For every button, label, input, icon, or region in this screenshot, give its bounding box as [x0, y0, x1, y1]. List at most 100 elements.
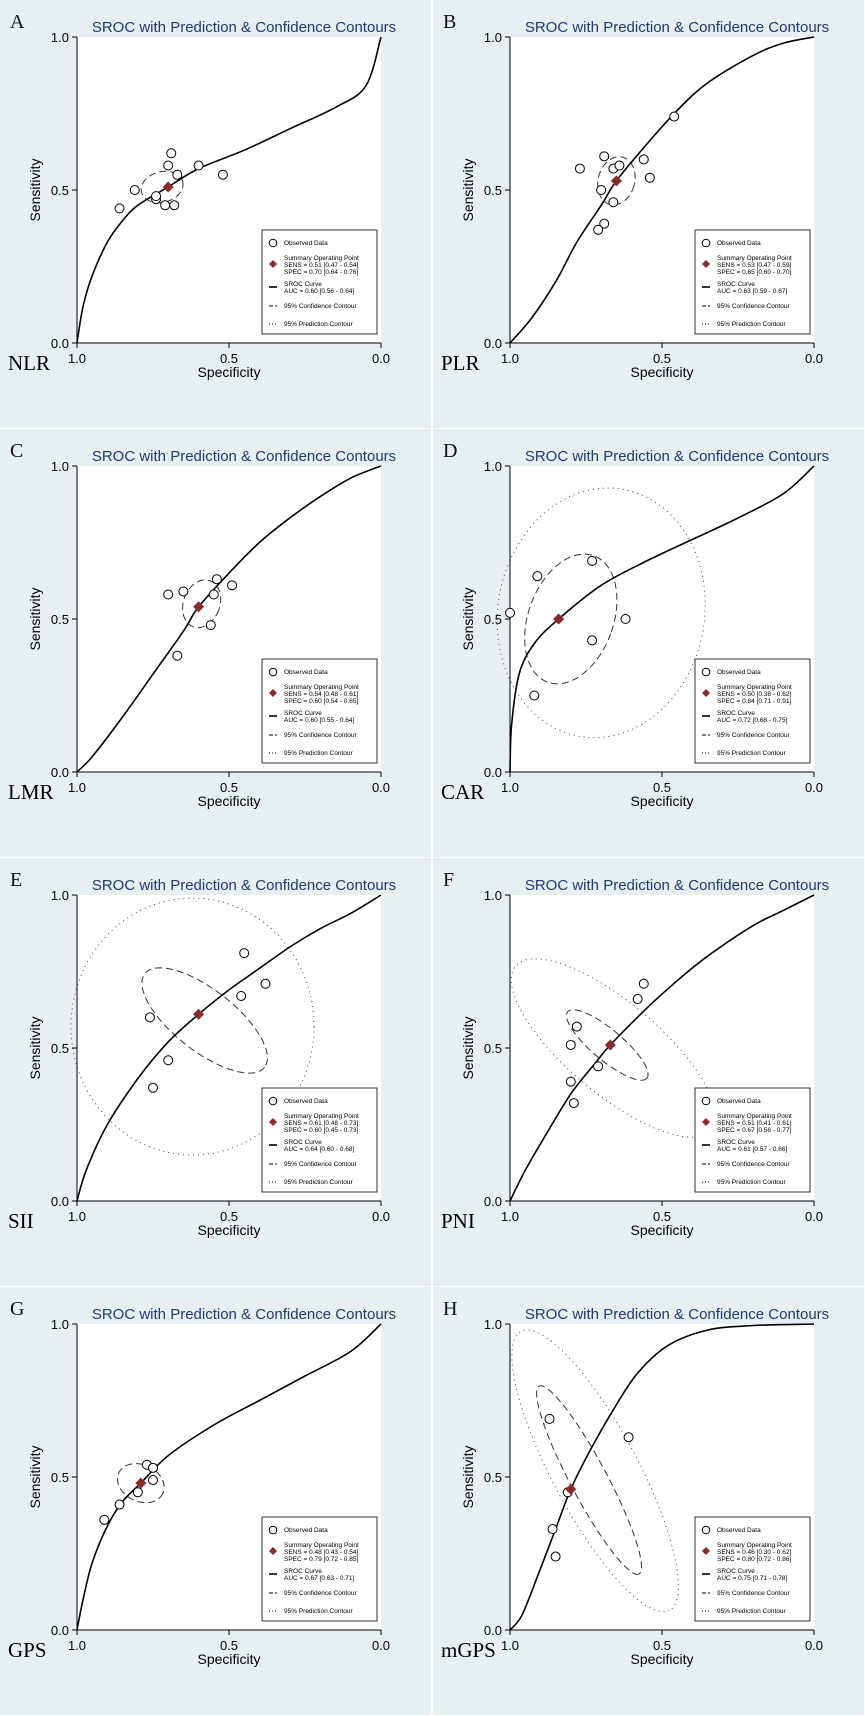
- marker-label: PLR: [441, 351, 480, 375]
- legend-box: [261, 658, 378, 764]
- observed-point: [236, 990, 247, 1001]
- observed-point: [193, 160, 204, 171]
- y-tick-label: 0.0: [484, 1623, 502, 1638]
- legend-observed-symbol: [268, 238, 278, 248]
- legend-sens-value: SENS = 0.54 [0.48 - 0.61]: [284, 691, 358, 698]
- observed-point: [571, 1021, 582, 1032]
- observed-point: [529, 690, 540, 701]
- observed-point: [129, 185, 140, 195]
- legend-spec-value: SPEC = 0.79 [0.72 - 0.85]: [284, 1556, 358, 1563]
- legend-pred-label: 95% Prediction Contour: [717, 1608, 786, 1615]
- legend-summary-label: Summary Operating Point: [284, 1113, 359, 1120]
- legend-sens-value: SENS = 0.50 [0.38 - 0.62]: [717, 691, 791, 698]
- sroc-panel-b: SROC with Prediction & Confidence Contou…: [433, 0, 865, 429]
- chart-title: SROC with Prediction & Confidence Contou…: [525, 19, 829, 36]
- y-tick-label: 1.0: [484, 888, 502, 903]
- legend-summary-label: Summary Operating Point: [284, 1542, 359, 1549]
- marker-label: mGPS: [441, 1638, 496, 1662]
- legend-pred-label: 95% Prediction Contour: [717, 321, 786, 328]
- x-axis-label: Specificity: [197, 364, 260, 380]
- legend-sens-value: SENS = 0.48 [0.43 - 0.54]: [284, 1549, 358, 1556]
- y-tick-label: 0.5: [51, 1470, 69, 1485]
- legend-observed-symbol: [701, 667, 711, 677]
- legend-pred-label: 95% Prediction Contour: [284, 1608, 353, 1615]
- legend: Observed Data Summary Operating PointSENS…: [694, 1087, 811, 1193]
- panel-letter: C: [10, 440, 23, 462]
- legend-auc-value: AUC = 0.60 [0.55 - 0.64]: [284, 717, 354, 724]
- legend-spec-value: SPEC = 0.60 [0.54 - 0.65]: [284, 698, 358, 705]
- observed-point: [148, 1475, 158, 1486]
- y-tick-label: 1.0: [51, 888, 69, 903]
- x-tick-label: 1.0: [68, 780, 86, 795]
- chart-title: SROC with Prediction & Confidence Contou…: [92, 448, 396, 465]
- legend-observed-symbol: [268, 1525, 278, 1535]
- legend-pred-label: 95% Prediction Contour: [717, 1179, 786, 1186]
- observed-point: [547, 1524, 558, 1535]
- sroc-panel-c: SROC with Prediction & Confidence Contou…: [0, 429, 432, 858]
- legend-summary-label: Summary Operating Point: [717, 255, 792, 262]
- observed-point: [166, 148, 177, 159]
- chart-title: SROC with Prediction & Confidence Contou…: [525, 1306, 829, 1323]
- confidence-contour: [140, 170, 184, 204]
- x-tick-label: 0.5: [220, 780, 238, 795]
- y-tick-label: 1.0: [484, 30, 502, 45]
- legend: Observed Data Summary Operating PointSENS…: [261, 658, 378, 764]
- legend-sens-value: SENS = 0.46 [0.30 - 0.62]: [717, 1549, 791, 1556]
- legend-conf-label: 95% Confidence Contour: [717, 1590, 790, 1597]
- legend-box: [694, 1516, 811, 1622]
- y-tick-label: 0.5: [51, 612, 69, 627]
- observed-point: [638, 154, 649, 165]
- observed-point: [599, 151, 610, 162]
- legend-sroc-label: SROC Curve: [284, 710, 322, 717]
- sroc-panel-f: SROC with Prediction & Confidence Contou…: [433, 858, 865, 1287]
- legend-observed-label: Observed Data: [284, 1098, 328, 1105]
- legend-observed-symbol: [701, 1096, 711, 1106]
- legend-spec-value: SPEC = 0.84 [0.71 - 0.91]: [717, 698, 791, 705]
- y-tick-label: 1.0: [51, 459, 69, 474]
- observed-point: [163, 589, 174, 600]
- x-tick-label: 0.5: [653, 1209, 671, 1224]
- observed-point: [211, 574, 222, 585]
- legend-sroc-label: SROC Curve: [717, 1139, 755, 1146]
- observed-point: [593, 1061, 604, 1072]
- observed-point: [169, 200, 180, 211]
- legend-auc-value: AUC = 0.67 [0.63 - 0.71]: [284, 1575, 354, 1582]
- sroc-panel-a: SROC with Prediction & Confidence Contou…: [0, 0, 432, 429]
- legend-summary-symbol: [269, 1547, 277, 1555]
- legend-pred-label: 95% Prediction Contour: [717, 750, 786, 757]
- panel-letter: D: [443, 440, 457, 462]
- legend-observed-symbol: [701, 238, 711, 248]
- legend-observed-label: Observed Data: [284, 240, 328, 247]
- y-axis-label: Sensitivity: [460, 1445, 476, 1508]
- observed-point: [638, 978, 649, 989]
- sroc-chart: SROC with Prediction & Confidence Contou…: [441, 440, 829, 809]
- sroc-chart: SROC with Prediction & Confidence Contou…: [8, 869, 396, 1238]
- y-axis-label: Sensitivity: [460, 158, 476, 221]
- x-tick-label: 1.0: [68, 1638, 86, 1653]
- x-tick-label: 0.0: [805, 1209, 823, 1224]
- legend-observed-label: Observed Data: [717, 1098, 761, 1105]
- x-tick-label: 0.0: [372, 351, 390, 366]
- y-tick-label: 0.0: [484, 765, 502, 780]
- legend-summary-label: Summary Operating Point: [284, 255, 359, 262]
- summary-operating-point: [565, 1483, 577, 1495]
- observed-point: [532, 571, 543, 582]
- legend-sroc-label: SROC Curve: [717, 281, 755, 288]
- x-tick-label: 0.5: [653, 351, 671, 366]
- legend-sroc-label: SROC Curve: [284, 1568, 322, 1575]
- y-tick-label: 1.0: [484, 1317, 502, 1332]
- sroc-chart: SROC with Prediction & Confidence Contou…: [8, 1298, 396, 1667]
- legend-box: [261, 229, 378, 335]
- sroc-curve: [509, 1323, 815, 1631]
- legend: Observed Data Summary Operating PointSENS…: [261, 1516, 378, 1622]
- legend-sroc-label: SROC Curve: [284, 1139, 322, 1146]
- x-tick-label: 1.0: [68, 351, 86, 366]
- prediction-contour: [496, 487, 706, 739]
- x-tick-label: 0.5: [653, 780, 671, 795]
- observed-point: [544, 1413, 555, 1424]
- panel-letter: G: [10, 1298, 24, 1320]
- legend-box: [261, 1516, 378, 1622]
- legend-conf-label: 95% Confidence Contour: [284, 303, 357, 310]
- observed-point: [596, 185, 607, 195]
- chart-title: SROC with Prediction & Confidence Contou…: [92, 1306, 396, 1323]
